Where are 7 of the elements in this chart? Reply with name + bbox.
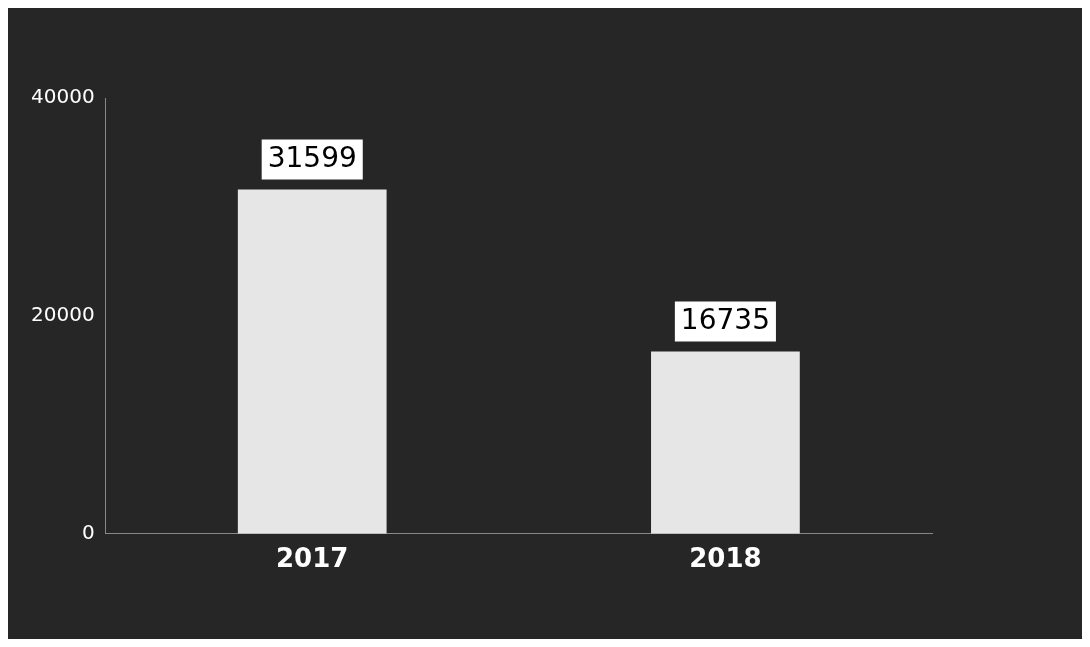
y-tick-label: 0: [81, 520, 95, 544]
data-label: 31599: [267, 140, 357, 174]
y-tick-label: 40000: [31, 84, 95, 109]
data-label: 16735: [680, 302, 770, 336]
x-tick-label: 2017: [276, 543, 349, 574]
y-tick-label: 20000: [31, 302, 95, 327]
x-tick-label: 2018: [689, 543, 762, 574]
